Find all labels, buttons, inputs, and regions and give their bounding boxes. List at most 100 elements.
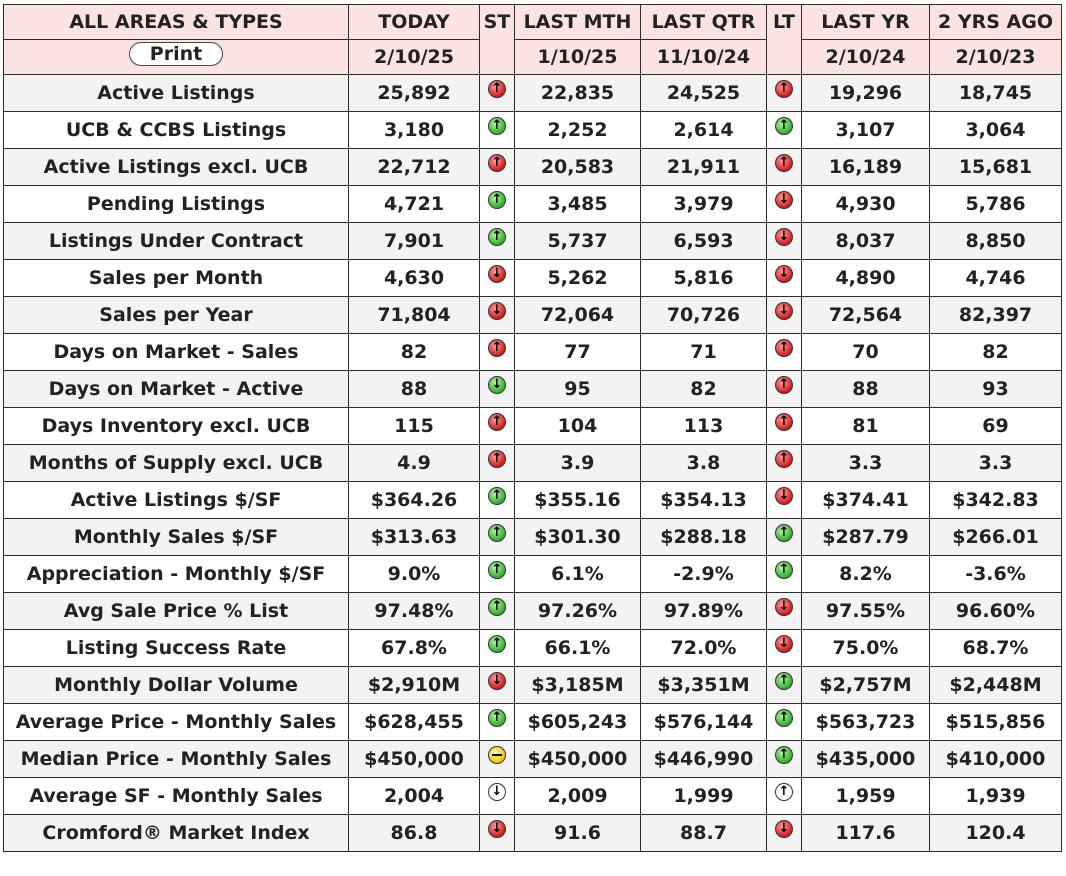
value-2-yrs-ago: 15,681: [929, 148, 1062, 186]
lt-indicator-cell: [766, 703, 802, 741]
st-indicator-cell: [479, 74, 515, 112]
green-up-arrow-icon: [488, 191, 506, 209]
value-today: 67.8%: [348, 629, 480, 667]
green-up-arrow-icon: [488, 561, 506, 579]
value-last-yr: 81: [801, 407, 930, 445]
green-up-arrow-icon: [488, 228, 506, 246]
st-indicator-cell: [479, 185, 515, 223]
red-up-arrow-icon: [775, 80, 793, 98]
col-header-last-qtr: LAST QTR: [640, 4, 767, 40]
value-2-yrs-ago: 68.7%: [929, 629, 1062, 667]
row-label: Active Listings $/SF: [3, 481, 349, 519]
value-last-mth: 20,583: [514, 148, 641, 186]
value-last-mth: 2,009: [514, 777, 641, 815]
value-last-mth: $355.16: [514, 481, 641, 519]
lt-indicator-cell: [766, 407, 802, 445]
st-indicator-cell: [479, 740, 515, 778]
col-date-last-yr: 2/10/24: [801, 39, 930, 75]
st-indicator-cell: [479, 407, 515, 445]
green-up-arrow-icon: [775, 746, 793, 764]
print-button[interactable]: Print: [128, 42, 224, 66]
value-last-yr: 3,107: [801, 111, 930, 149]
row-label: Cromford® Market Index: [3, 814, 349, 852]
value-last-yr: 4,890: [801, 259, 930, 297]
value-last-yr: 72,564: [801, 296, 930, 334]
value-last-mth: 91.6: [514, 814, 641, 852]
value-last-qtr: 72.0%: [640, 629, 767, 667]
red-down-arrow-icon: [775, 228, 793, 246]
value-2-yrs-ago: 8,850: [929, 222, 1062, 260]
value-2-yrs-ago: $266.01: [929, 518, 1062, 556]
value-2-yrs-ago: 93: [929, 370, 1062, 408]
green-up-arrow-icon: [775, 117, 793, 135]
green-up-arrow-icon: [488, 524, 506, 542]
value-last-mth: 77: [514, 333, 641, 371]
row-label: Average SF - Monthly Sales: [3, 777, 349, 815]
st-indicator-cell: [479, 444, 515, 482]
green-up-arrow-icon: [488, 635, 506, 653]
lt-indicator-cell: [766, 333, 802, 371]
value-today: 25,892: [348, 74, 480, 112]
row-label: Active Listings: [3, 74, 349, 112]
value-2-yrs-ago: -3.6%: [929, 555, 1062, 593]
row-label: Monthly Dollar Volume: [3, 666, 349, 704]
st-indicator-cell: [479, 518, 515, 556]
green-up-arrow-icon: [488, 598, 506, 616]
value-last-yr: $435,000: [801, 740, 930, 778]
value-last-yr: 70: [801, 333, 930, 371]
lt-indicator-cell: [766, 185, 802, 223]
red-up-arrow-icon: [488, 339, 506, 357]
value-2-yrs-ago: 4,746: [929, 259, 1062, 297]
value-2-yrs-ago: 1,939: [929, 777, 1062, 815]
st-indicator-cell: [479, 111, 515, 149]
st-indicator-cell: [479, 814, 515, 852]
st-indicator-cell: [479, 296, 515, 334]
lt-indicator-cell: [766, 296, 802, 334]
red-up-arrow-icon: [488, 450, 506, 468]
value-last-qtr: $446,990: [640, 740, 767, 778]
table-row: Average Price - Monthly Sales$628,455 $60…: [3, 703, 1062, 741]
value-last-mth: 3,485: [514, 185, 641, 223]
value-last-qtr: 6,593: [640, 222, 767, 260]
row-label: Days Inventory excl. UCB: [3, 407, 349, 445]
st-indicator-cell: [479, 333, 515, 371]
red-up-arrow-icon: [775, 154, 793, 172]
row-label: Days on Market - Sales: [3, 333, 349, 371]
value-last-qtr: $3,351M: [640, 666, 767, 704]
green-up-arrow-icon: [775, 672, 793, 690]
row-label: Active Listings excl. UCB: [3, 148, 349, 186]
row-label: Sales per Month: [3, 259, 349, 297]
table-row: Median Price - Monthly Sales $450,000 $450…: [3, 740, 1062, 778]
col-date-last-mth: 1/10/25: [514, 39, 641, 75]
value-2-yrs-ago: 96.60%: [929, 592, 1062, 630]
value-last-qtr: 71: [640, 333, 767, 371]
market-summary-table: ALL AREAS & TYPES TODAY ST LAST MTH LAST…: [3, 4, 1062, 852]
red-up-arrow-icon: [488, 80, 506, 98]
header-row-2: Print 2/10/25 1/10/25 11/10/24 2/10/24 2…: [3, 39, 1062, 75]
row-label: Median Price - Monthly Sales: [3, 740, 349, 778]
value-2-yrs-ago: 120.4: [929, 814, 1062, 852]
area-label: ALL AREAS & TYPES: [69, 11, 283, 33]
value-2-yrs-ago: 3,064: [929, 111, 1062, 149]
lt-indicator-cell: [766, 222, 802, 260]
value-last-yr: 19,296: [801, 74, 930, 112]
value-last-yr: 16,189: [801, 148, 930, 186]
value-last-qtr: $354.13: [640, 481, 767, 519]
row-label: Listing Success Rate: [3, 629, 349, 667]
lt-indicator-cell: [766, 74, 802, 112]
lt-indicator-cell: [766, 740, 802, 778]
value-last-yr: 4,930: [801, 185, 930, 223]
red-up-arrow-icon: [775, 339, 793, 357]
red-down-arrow-icon: [488, 265, 506, 283]
st-indicator-cell: [479, 481, 515, 519]
table-row: Monthly Dollar Volume$2,910M $3,185M$3,35…: [3, 666, 1062, 704]
value-today: 71,804: [348, 296, 480, 334]
value-last-mth: 6.1%: [514, 555, 641, 593]
value-last-yr: $374.41: [801, 481, 930, 519]
value-today: 86.8: [348, 814, 480, 852]
value-last-mth: $301.30: [514, 518, 641, 556]
value-last-mth: $3,185M: [514, 666, 641, 704]
red-down-arrow-icon: [775, 487, 793, 505]
